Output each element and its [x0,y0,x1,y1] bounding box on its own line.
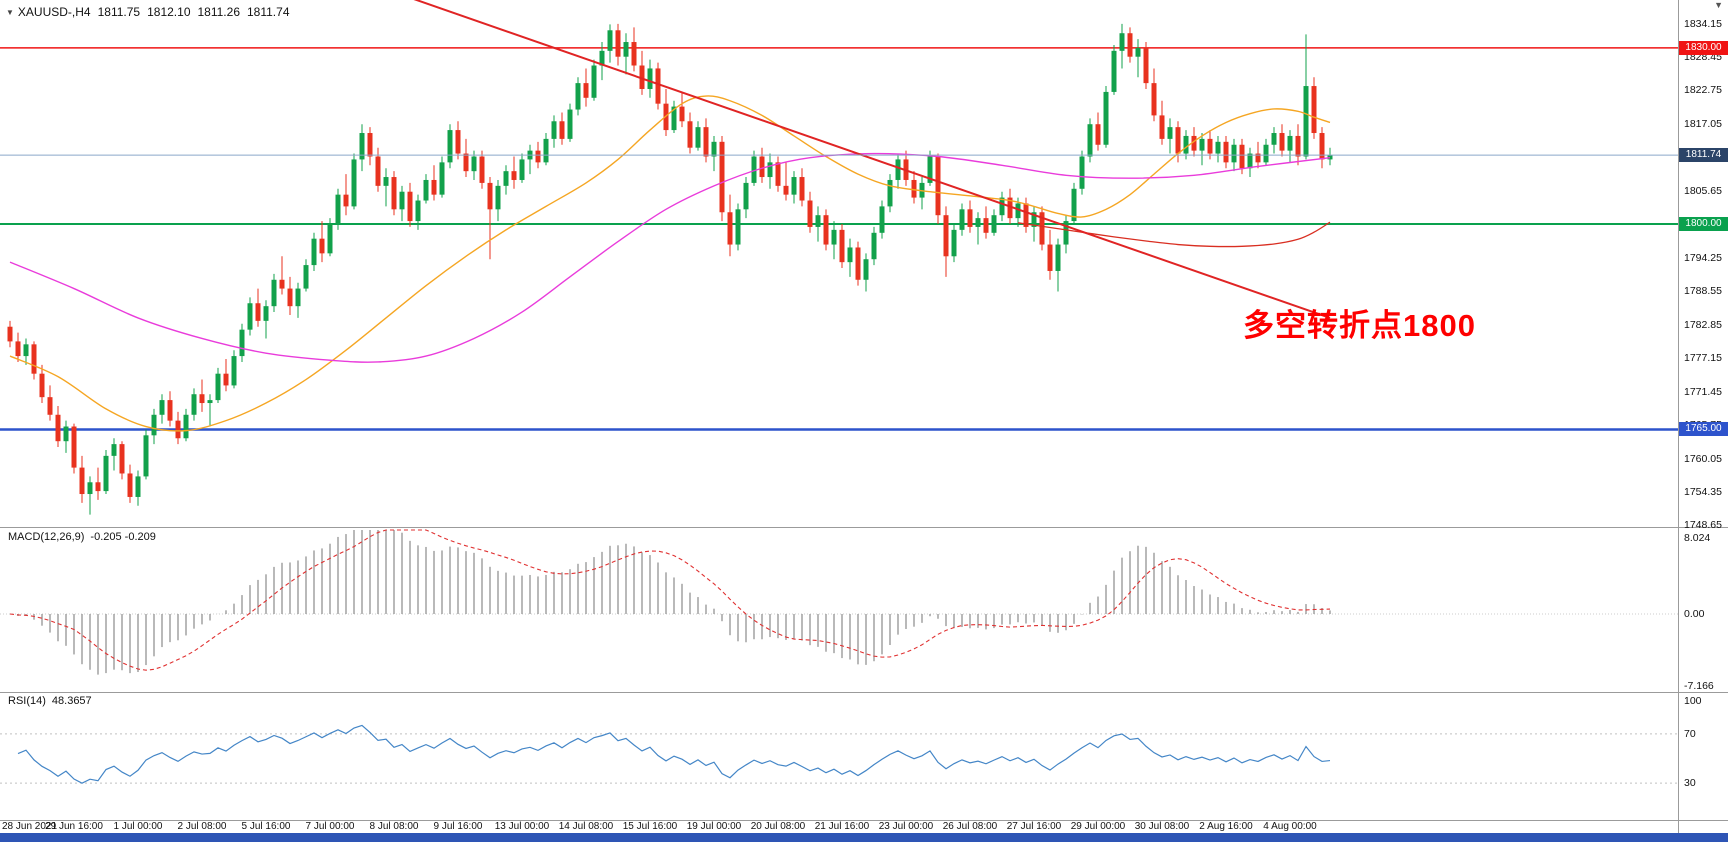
symbol-dropdown-icon[interactable]: ▼ [6,8,14,17]
price-tick: 1788.55 [1684,285,1722,298]
ohlc-low: 1811.26 [197,5,241,19]
price-tick: 1794.25 [1684,251,1722,264]
macd-values: -0.205 -0.209 [90,531,156,543]
price-tag-1800.00: 1800.00 [1679,217,1728,231]
price-tick: 1777.15 [1684,352,1722,365]
price-tick: 1817.05 [1684,117,1722,130]
price-tick: 1760.05 [1684,452,1722,465]
price-tick: 1834.15 [1684,17,1722,30]
ma-long-red-line [1017,221,1331,248]
price-tick: 1822.75 [1684,84,1722,97]
ohlc-high: 1812.10 [147,5,191,19]
macd-signal-line [9,529,1331,671]
rsi-indicator-label: RSI(14) 48.3657 [8,695,92,707]
time-label: 2 Aug 16:00 [1199,821,1253,832]
rsi-line [17,724,1331,784]
price-tick: 1748.65 [1684,519,1722,532]
time-label: 19 Jul 00:00 [686,821,742,832]
time-label: 29 Jun 16:00 [45,821,103,832]
rsi-name: RSI(14) [8,695,46,707]
rsi-pane[interactable] [0,724,1678,784]
macd-pane[interactable] [0,529,1678,675]
price-pane[interactable] [0,0,1678,515]
time-label: 8 Jul 08:00 [369,821,419,832]
price-tick: 1782.85 [1684,318,1722,331]
rsi-axis-tick: 100 [1684,695,1702,707]
chart-annotation: 多空转折点1800 [1243,308,1476,343]
bottom-bar [0,833,1728,842]
time-label: 15 Jul 16:00 [622,821,678,832]
rsi-axis-tick: 70 [1684,727,1696,740]
price-tick: 1754.35 [1684,485,1722,498]
time-label: 27 Jul 16:00 [1006,821,1062,832]
price-tag-1765.00: 1765.00 [1679,422,1728,437]
price-tag-1811.74: 1811.74 [1679,148,1728,163]
time-label: 14 Jul 08:00 [558,821,614,832]
chart-shift-marker-icon[interactable]: ▼ [1714,0,1723,10]
panel-separator-macd[interactable] [0,527,1728,528]
rsi-axis-tick: 30 [1684,777,1696,790]
ohlc-close: 1811.74 [247,5,290,19]
time-label: 23 Jul 00:00 [878,821,934,832]
price-tag-1830.00: 1830.00 [1679,40,1728,55]
macd-axis-tick: 8.024 [1684,532,1711,544]
symbol-info: ▼ XAUUSD-,H4 1811.75 1812.10 1811.26 1811.74 [6,5,290,19]
price-axis[interactable]: 1834.151828.451822.751817.051811.351805.… [1679,0,1728,833]
macd-axis-tick: -7.166 [1684,680,1714,692]
time-label: 26 Jul 08:00 [942,821,998,832]
time-label: 9 Jul 16:00 [433,821,483,832]
ma-fast-orange-line [9,95,1331,432]
panel-separator-rsi[interactable] [0,692,1728,693]
time-axis[interactable]: 28 Jun 2021 29 Jun 16:00 1 Jul 00:00 2 Jul … [0,820,1728,833]
ohlc-open: 1811.75 [97,5,141,19]
time-label: 13 Jul 00:00 [494,821,550,832]
panel-separator-time-axis[interactable] [0,820,1728,821]
ma-slow-magenta-line [9,152,1331,363]
time-label: 2 Jul 08:00 [177,821,227,832]
price-axis-border [1678,0,1679,833]
time-label: 29 Jul 00:00 [1070,821,1126,832]
macd-name: MACD(12,26,9) [8,531,85,543]
time-label: 7 Jul 00:00 [305,821,355,832]
time-label: 1 Jul 00:00 [113,821,163,832]
time-label: 21 Jul 16:00 [814,821,870,832]
candles [7,23,1333,515]
macd-indicator-label: MACD(12,26,9) -0.205 -0.209 [8,531,156,543]
time-label: 20 Jul 08:00 [750,821,806,832]
time-label: 28 Jun 2021 [2,821,58,832]
macd-axis-tick: 0.00 [1684,608,1705,620]
time-label: 5 Jul 16:00 [241,821,291,832]
price-tick: 1805.65 [1684,184,1722,197]
time-label: 30 Jul 08:00 [1134,821,1190,832]
price-tick: 1771.45 [1684,385,1722,398]
symbol-period-label: XAUUSD-,H4 [17,5,91,19]
time-label: 4 Aug 00:00 [1263,821,1317,832]
rsi-value: 48.3657 [51,695,92,707]
